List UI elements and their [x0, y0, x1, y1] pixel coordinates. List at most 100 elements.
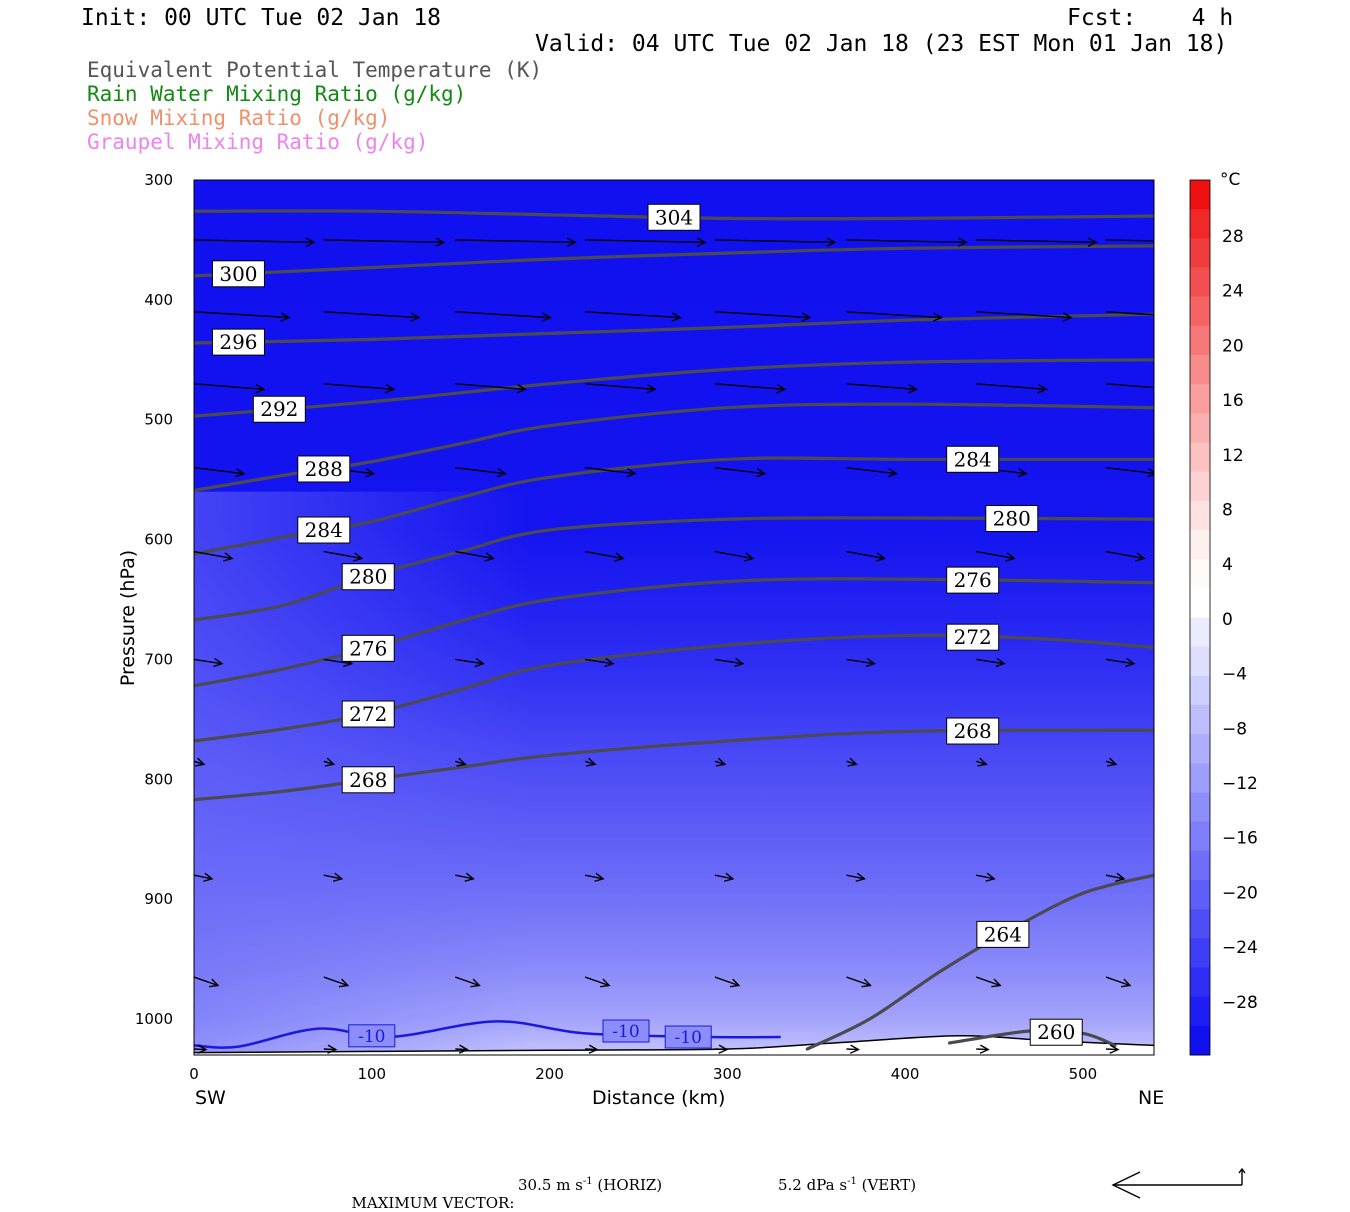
wind-vector-head	[203, 872, 214, 882]
contour-label-284: 284	[297, 516, 351, 544]
wind-vector-shaft	[455, 1048, 468, 1051]
wind-vector-shaft	[585, 311, 681, 319]
max-vector-horiz-head	[1111, 1171, 1141, 1199]
contour-label-box	[211, 260, 265, 288]
color-bar-frame	[1189, 179, 1211, 1056]
contour-label-box	[211, 328, 265, 356]
wind-vector	[714, 237, 837, 247]
wind-vector-shaft	[194, 976, 219, 987]
wind-vector-head	[907, 384, 918, 394]
max-vector-horiz-value: 30.5	[518, 1176, 552, 1194]
max-vector-horiz-unit: m s	[556, 1176, 583, 1194]
wind-vector-shaft	[1105, 383, 1154, 389]
contour-label-text: 304	[655, 205, 693, 229]
contour-label-box	[297, 455, 351, 483]
color-bar-swatch	[1190, 442, 1210, 473]
wind-vector-head	[977, 757, 988, 767]
wind-vector	[1105, 757, 1118, 767]
wind-vector	[714, 550, 755, 562]
x-tick-label-200: 200	[535, 1065, 564, 1083]
color-bar-swatch	[1190, 530, 1210, 560]
wind-vector-head	[1147, 468, 1154, 478]
color-bar-swatch	[1190, 471, 1210, 502]
color-bar-swatch	[1190, 209, 1210, 239]
x-axis-right-end-label: NE	[1138, 1087, 1165, 1109]
wind-vector-head	[724, 872, 735, 882]
wind-vector-head	[614, 552, 625, 562]
plot-frame	[193, 179, 1155, 1056]
wind-vector-shaft	[976, 760, 987, 766]
wind-vector	[714, 657, 745, 668]
contour-label-296: 296	[211, 328, 265, 356]
theta-e-contour-268	[194, 728, 1154, 802]
wind-vector	[976, 757, 988, 767]
wind-vector-head	[847, 757, 858, 767]
y-tick-label-600: 600	[144, 531, 173, 549]
wind-vector-head	[991, 978, 1002, 988]
forecast-hour: Fcst: 4 h	[1067, 5, 1234, 31]
contour-label-box	[946, 717, 1000, 745]
max-vector-horiz: 30.5 m s-1 (HORIZ)	[518, 1176, 662, 1194]
wind-vector-head	[875, 552, 886, 562]
wind-vector-shaft	[714, 383, 785, 391]
color-bar-label: 8	[1222, 501, 1233, 521]
temperature-shading-west	[194, 491, 1154, 1056]
wind-vector-shaft	[455, 658, 484, 665]
wind-vector	[194, 466, 246, 478]
color-bar-swatch	[1190, 996, 1210, 1027]
wind-vector	[975, 976, 1002, 988]
wind-vector-shaft	[584, 976, 610, 987]
y-tick-label-500: 500	[144, 411, 173, 429]
x-axis-left-end-label: SW	[195, 1087, 226, 1109]
wind-vector	[1105, 383, 1154, 389]
contour-label-text: 280	[349, 565, 387, 589]
wind-vector	[455, 872, 475, 882]
wind-vector	[194, 383, 266, 394]
contour-label-304: 304	[647, 203, 701, 231]
wind-vector	[1105, 550, 1146, 562]
color-bar-swatch	[1190, 238, 1210, 268]
contour-label-280: 280	[341, 563, 395, 591]
theta-e-contour-280	[194, 516, 1154, 622]
wind-vector-head	[932, 312, 943, 322]
x-tick-label-0: 0	[189, 1065, 199, 1083]
wind-vector-shaft	[846, 760, 857, 766]
wind-vector-head	[979, 1044, 990, 1054]
wind-vector-head	[626, 468, 637, 478]
wind-vector	[194, 1044, 208, 1054]
x-tick-label-400: 400	[891, 1065, 920, 1083]
theta-e-contour-296	[194, 312, 1154, 345]
wind-vector-head	[1037, 384, 1048, 394]
wind-vector-shaft	[323, 1048, 336, 1051]
wind-vector-shaft	[194, 466, 245, 475]
wind-vector-head	[718, 1044, 729, 1054]
wind-vector	[976, 383, 1048, 394]
legend-theta-e: Equivalent Potential Temperature (K)	[87, 58, 543, 82]
max-vector-vert-unit: dPa s	[806, 1176, 848, 1194]
wind-vector-shaft	[323, 550, 362, 560]
wind-vector	[846, 311, 943, 322]
wind-vector-shaft	[584, 760, 596, 766]
wind-vector-shaft	[585, 466, 636, 475]
wind-vector	[455, 383, 527, 394]
isotherm-label-text: -10	[675, 1028, 702, 1048]
wind-vector	[585, 237, 707, 247]
wind-vector-head	[474, 657, 485, 668]
wind-vector-shaft	[976, 383, 1047, 391]
color-bar-label: −20	[1222, 883, 1258, 903]
contour-label-260: 260	[1029, 1018, 1083, 1046]
contour-label-box	[341, 634, 395, 662]
color-bar-swatch	[1190, 1025, 1210, 1056]
wind-vector	[585, 1044, 599, 1054]
wind-vector-shaft	[194, 239, 315, 244]
wind-vector-head	[484, 552, 495, 562]
wind-vector	[846, 757, 858, 767]
color-bar-swatch	[1190, 675, 1210, 706]
wind-vector-head	[464, 872, 475, 882]
wind-vector-head	[365, 468, 376, 478]
contour-label-text: 300	[219, 262, 257, 286]
wind-vector-head	[223, 552, 234, 562]
contour-label-288: 288	[297, 455, 351, 483]
wind-vector	[194, 757, 206, 767]
wind-vector-head	[1087, 237, 1098, 247]
